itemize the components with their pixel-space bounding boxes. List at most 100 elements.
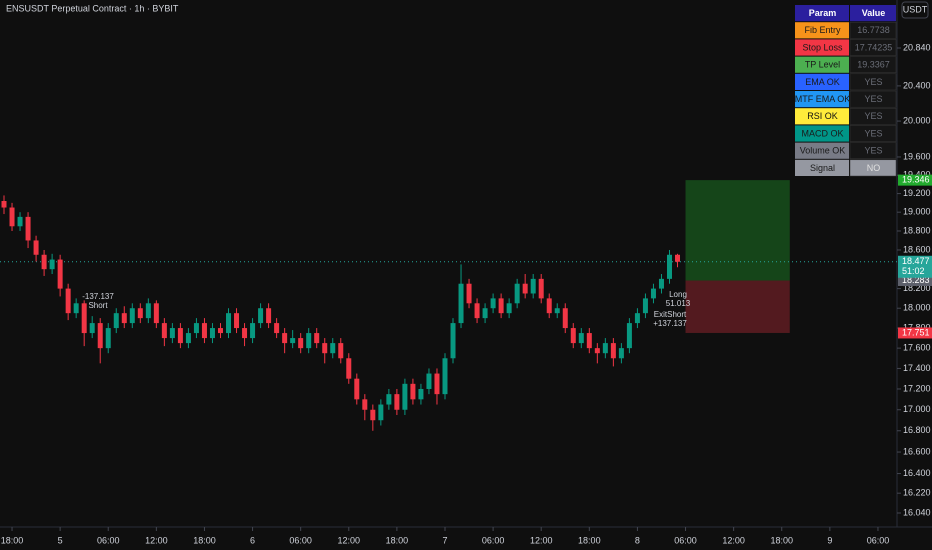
table-value-cell (849, 39, 897, 56)
y-tick-label: 16.800 (903, 425, 931, 435)
candle-body (226, 313, 232, 334)
table-value: 17.74235 (855, 42, 893, 52)
candle-body (25, 216, 31, 241)
candle-body (282, 333, 288, 344)
y-tick-label: 19.000 (903, 207, 931, 217)
y-tick-label: 19.400 (903, 170, 931, 180)
y-tick-label: 18.000 (903, 303, 931, 313)
table-value: 16.7738 (857, 25, 890, 35)
candle-body (314, 333, 320, 344)
candle-body (362, 399, 368, 410)
candle-body (658, 278, 664, 289)
x-tick-label: 18:00 (386, 535, 409, 545)
candle-body (474, 303, 480, 319)
candle-body (610, 343, 616, 359)
candle-body (57, 259, 63, 289)
candle-body (258, 308, 264, 324)
currency-button[interactable] (901, 1, 929, 19)
candle-body (482, 308, 488, 319)
table-value-cell (849, 159, 897, 177)
candle-body (650, 288, 656, 299)
x-tick-label: 06:00 (97, 535, 120, 545)
entry-tag-label: 18.283 (902, 275, 930, 285)
table-param-cell (795, 159, 849, 176)
candle-body (322, 343, 328, 354)
trade-annotation: Short (88, 301, 108, 310)
candle-body (169, 328, 175, 339)
table-header-cell (850, 5, 896, 22)
x-tick-label: 5 (58, 535, 63, 545)
candle-body (177, 328, 183, 344)
table-param: RSI OK (807, 111, 838, 121)
candle-body (274, 323, 280, 334)
table-header-cell (795, 5, 849, 22)
candle-body (290, 338, 296, 344)
candle-body (546, 298, 552, 314)
table-value-cell (849, 125, 897, 142)
table-value-cell (849, 73, 897, 91)
x-tick-label: 12:00 (145, 535, 168, 545)
candle-body (426, 373, 432, 389)
candle-body (17, 216, 23, 227)
candle-body (386, 394, 392, 405)
table-param: EMA OK (805, 77, 840, 87)
candle-body (73, 303, 79, 314)
candle-body (458, 283, 464, 324)
candle-body (346, 358, 352, 379)
candle-body (9, 207, 15, 227)
table-value: YES (864, 128, 882, 138)
x-tick-label: 06:00 (867, 535, 890, 545)
table-param-cell (795, 91, 849, 108)
table-value: NO (867, 163, 881, 173)
x-tick-label: 12:00 (338, 535, 361, 545)
candle-body (562, 308, 568, 329)
candle-body (217, 328, 223, 334)
y-tick-label: 16.040 (903, 507, 931, 517)
table-value: YES (864, 94, 882, 104)
candle-body (554, 308, 560, 314)
x-tick-label: 9 (827, 535, 832, 545)
candle-body (161, 323, 167, 339)
table-param-cell (795, 142, 849, 159)
currency-label[interactable]: USDT (903, 4, 928, 14)
candle-body (97, 323, 103, 349)
candle-body (49, 259, 55, 270)
y-tick-label: 17.600 (903, 343, 931, 353)
table-param: MACD OK (801, 128, 843, 138)
candle-body (354, 378, 360, 400)
y-tick-label: 19.200 (903, 188, 931, 198)
candle-body (89, 323, 95, 334)
candle-body (330, 343, 336, 354)
candle-body (530, 278, 536, 294)
x-tick-label: 8 (635, 535, 640, 545)
candle-body (514, 283, 520, 304)
candle-body (618, 348, 624, 359)
candle-body (642, 298, 648, 314)
candle-body (466, 283, 472, 304)
candle-body (266, 308, 272, 324)
entry-tag (898, 275, 932, 287)
trade-annotation: -137.137 (82, 292, 114, 301)
take-profit-zone (685, 180, 790, 281)
chart-title: ENSUSDT Perpetual Contract · 1h · BYBIT (6, 3, 179, 13)
last-price-label: 18.477 (902, 256, 930, 266)
table-param: MTF EMA OK (795, 94, 851, 104)
candle-body (298, 338, 304, 349)
y-tick-label: 18.800 (903, 225, 931, 235)
candle-body (201, 323, 207, 339)
table-value-cell (849, 142, 897, 160)
candle-body (338, 343, 344, 359)
y-tick-label: 20.000 (903, 115, 931, 125)
candle-body (65, 288, 71, 314)
y-tick-label: 16.600 (903, 446, 931, 456)
x-tick-label: 06:00 (674, 535, 697, 545)
candle-body (490, 298, 496, 309)
candle-body (370, 409, 376, 421)
y-tick-label: 17.000 (903, 404, 931, 414)
candle-body (418, 388, 424, 400)
table-param: Signal (810, 163, 835, 173)
candle-body (234, 313, 240, 329)
candle-body (129, 308, 135, 324)
table-param-cell (795, 73, 849, 90)
